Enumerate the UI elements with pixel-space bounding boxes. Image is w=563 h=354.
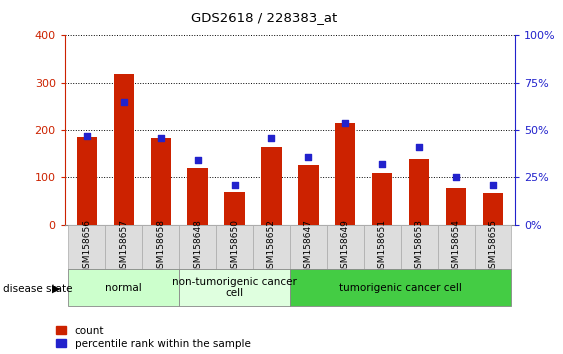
Point <box>267 135 276 141</box>
Text: tumorigenic cancer cell: tumorigenic cancer cell <box>339 282 462 293</box>
FancyBboxPatch shape <box>401 225 437 269</box>
FancyBboxPatch shape <box>216 225 253 269</box>
FancyBboxPatch shape <box>290 225 327 269</box>
Text: GSM158652: GSM158652 <box>267 219 276 274</box>
Bar <box>114 74 134 225</box>
FancyBboxPatch shape <box>179 269 290 306</box>
FancyBboxPatch shape <box>475 225 511 269</box>
FancyBboxPatch shape <box>327 225 364 269</box>
Point <box>452 175 461 180</box>
Point <box>378 161 387 167</box>
Text: GSM158649: GSM158649 <box>341 219 350 274</box>
Text: GSM158651: GSM158651 <box>378 219 387 274</box>
Text: GSM158648: GSM158648 <box>193 219 202 274</box>
Bar <box>409 159 430 225</box>
Legend: count, percentile rank within the sample: count, percentile rank within the sample <box>56 326 251 349</box>
Bar <box>150 138 171 225</box>
FancyBboxPatch shape <box>364 225 401 269</box>
FancyBboxPatch shape <box>69 269 179 306</box>
Text: disease state: disease state <box>3 284 72 293</box>
Bar <box>261 147 282 225</box>
Bar <box>372 173 392 225</box>
Bar <box>483 193 503 225</box>
Text: GSM158658: GSM158658 <box>156 219 165 274</box>
Point <box>341 120 350 125</box>
Text: GSM158653: GSM158653 <box>415 219 424 274</box>
FancyBboxPatch shape <box>253 225 290 269</box>
Bar <box>298 165 319 225</box>
Point <box>304 154 313 159</box>
Text: GSM158654: GSM158654 <box>452 219 461 274</box>
Text: GSM158650: GSM158650 <box>230 219 239 274</box>
Point <box>415 144 424 150</box>
Bar <box>335 123 355 225</box>
FancyBboxPatch shape <box>69 225 105 269</box>
Bar <box>77 137 97 225</box>
Point <box>156 135 165 141</box>
Text: GSM158647: GSM158647 <box>304 219 313 274</box>
Text: GSM158657: GSM158657 <box>119 219 128 274</box>
Point <box>489 182 498 188</box>
Point <box>193 158 202 163</box>
Text: GSM158656: GSM158656 <box>82 219 91 274</box>
FancyBboxPatch shape <box>105 225 142 269</box>
Point <box>230 182 239 188</box>
Bar <box>187 168 208 225</box>
FancyBboxPatch shape <box>142 225 179 269</box>
Text: GSM158655: GSM158655 <box>489 219 498 274</box>
Text: GDS2618 / 228383_at: GDS2618 / 228383_at <box>191 11 338 24</box>
Bar <box>225 192 245 225</box>
Point <box>119 99 128 104</box>
Bar <box>446 188 466 225</box>
Text: normal: normal <box>105 282 142 293</box>
Point <box>82 133 91 139</box>
FancyBboxPatch shape <box>179 225 216 269</box>
FancyBboxPatch shape <box>437 225 475 269</box>
FancyBboxPatch shape <box>290 269 511 306</box>
Text: non-tumorigenic cancer
cell: non-tumorigenic cancer cell <box>172 277 297 298</box>
Text: ▶: ▶ <box>52 284 61 293</box>
